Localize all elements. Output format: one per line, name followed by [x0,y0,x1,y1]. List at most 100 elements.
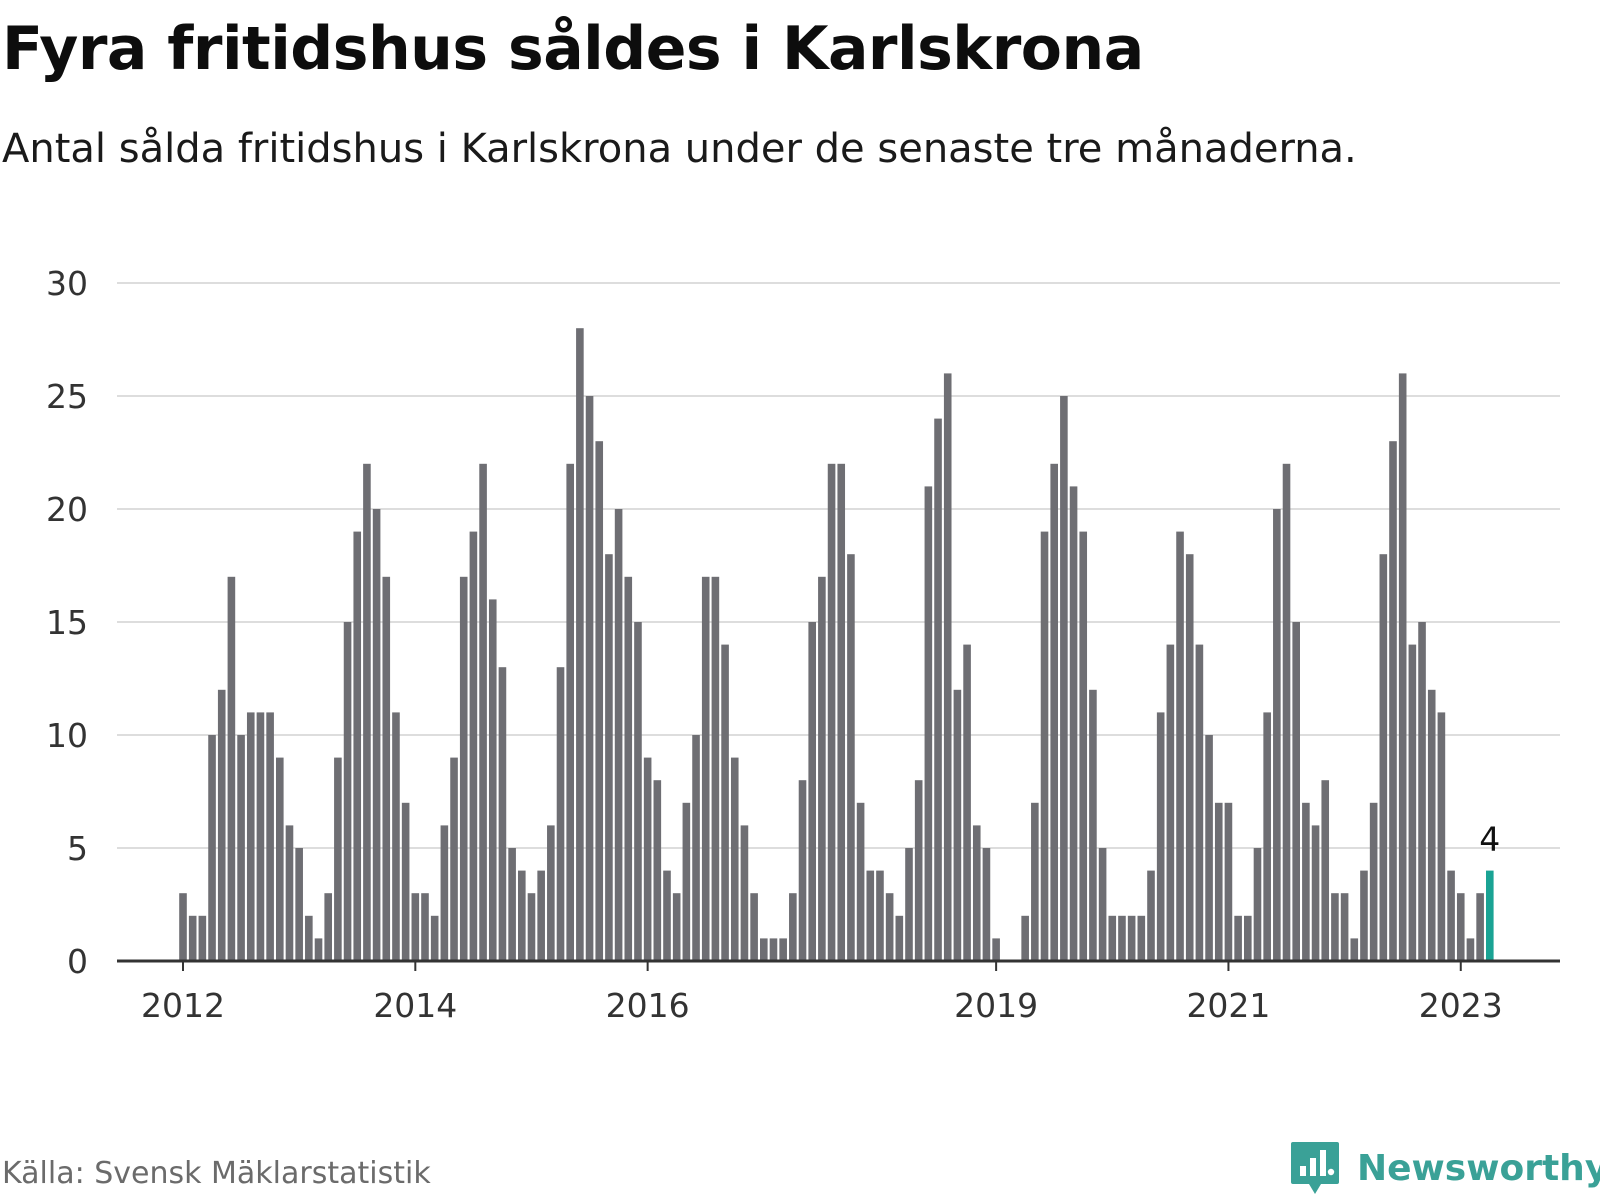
bar [653,780,662,961]
bar [1447,870,1455,961]
bar [421,893,429,961]
bar [382,576,391,961]
bar [295,848,303,961]
bar [547,825,555,961]
bar [198,915,207,961]
y-tick-label: 5 [67,829,88,868]
bar [914,780,923,961]
bar [1321,780,1330,961]
x-tick-label: 2016 [606,986,690,1025]
highlight-value-label: 4 [1479,820,1500,859]
bar [1031,802,1039,961]
bar-chart: 0 5 10 15 20 25 30 2012 2014 2016 2019 2021 2023 4 [46,264,1560,1025]
bar [1176,531,1184,961]
x-tick-label: 2014 [373,986,457,1025]
bar [1156,712,1165,961]
bar [982,848,991,961]
bar [643,757,652,961]
bar [837,463,846,961]
bar [1205,735,1213,961]
bar [740,825,749,961]
x-tick-label: 2019 [954,986,1038,1025]
highlight-bar [1486,870,1494,961]
bar [721,644,729,961]
bar [624,576,633,961]
bar [227,576,236,961]
chart-subtitle: Antal sålda fritidshus i Karlskrona unde… [2,126,1357,172]
x-tick-label: 2012 [141,986,225,1025]
newsworthy-logo-icon [1291,1142,1339,1194]
y-tick-label: 30 [46,264,88,303]
bar [876,870,884,961]
bar [188,915,197,961]
bar [1311,825,1320,961]
bar [208,735,216,961]
bar [692,735,700,961]
brand-name: Newsworthy [1357,1147,1600,1189]
bar [885,893,894,961]
bar [605,554,613,961]
bar [750,893,758,961]
y-tick-label: 0 [67,942,88,981]
bar [334,757,342,961]
bar [276,757,284,961]
bar [1418,622,1426,961]
bar [363,463,371,961]
bar [1040,531,1049,961]
bar [934,418,942,962]
bar [556,667,565,961]
bar [1379,554,1388,961]
bar [1437,712,1446,961]
bar [343,622,352,961]
bar [1079,531,1088,961]
bar [1108,915,1117,961]
bar [730,757,739,961]
bar [459,576,468,961]
bar [527,893,536,961]
bar [1273,509,1281,961]
source-note: Källa: Svensk Mäklarstatistik [2,1156,431,1191]
y-tick-label: 15 [46,603,88,642]
bar [1369,802,1378,961]
bar [585,396,594,961]
bar [924,486,933,961]
bar [827,463,836,961]
bar [963,644,971,961]
bar [1166,644,1175,961]
bar [1292,622,1300,961]
bar [1127,915,1136,961]
bar [1137,915,1146,961]
bar [972,825,981,961]
bars [179,328,1494,962]
bar [866,870,875,961]
bar [663,870,671,961]
bar [1195,644,1204,961]
bar [469,531,478,961]
bar [847,554,855,961]
bar [576,328,584,961]
bar [1214,802,1223,961]
bar [1234,915,1242,961]
bar [450,757,458,961]
bar [1244,915,1252,961]
bar [711,576,720,961]
bar [818,576,826,961]
bar [1408,644,1417,961]
bar [1050,463,1058,961]
y-axis-ticks: 0 5 10 15 20 25 30 [46,264,88,981]
bar [779,938,787,961]
bar [1253,848,1262,961]
bar [1340,893,1349,961]
bar [634,622,642,961]
bar [1456,893,1465,961]
bar [1360,870,1368,961]
bar [1185,554,1194,961]
bar [479,463,487,961]
bar [305,915,313,961]
bar [353,531,362,961]
bar [1069,486,1078,961]
bar [566,463,574,961]
brand-logo: Newsworthy [1289,1140,1600,1196]
bar [179,893,187,961]
bar [324,893,332,961]
